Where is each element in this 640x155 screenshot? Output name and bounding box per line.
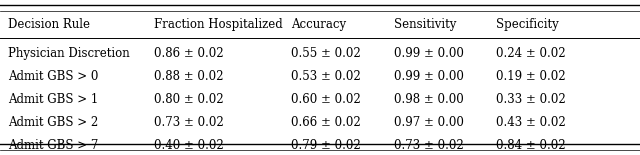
Text: Sensitivity: Sensitivity <box>394 18 456 31</box>
Text: 0.40 ± 0.02: 0.40 ± 0.02 <box>154 139 223 152</box>
Text: 0.43 ± 0.02: 0.43 ± 0.02 <box>496 116 566 129</box>
Text: 0.99 ± 0.00: 0.99 ± 0.00 <box>394 70 463 83</box>
Text: 0.73 ± 0.02: 0.73 ± 0.02 <box>154 116 223 129</box>
Text: Admit GBS > 7: Admit GBS > 7 <box>8 139 98 152</box>
Text: 0.55 ± 0.02: 0.55 ± 0.02 <box>291 47 361 60</box>
Text: Admit GBS > 2: Admit GBS > 2 <box>8 116 98 129</box>
Text: Accuracy: Accuracy <box>291 18 346 31</box>
Text: Fraction Hospitalized: Fraction Hospitalized <box>154 18 282 31</box>
Text: 0.99 ± 0.00: 0.99 ± 0.00 <box>394 47 463 60</box>
Text: 0.73 ± 0.02: 0.73 ± 0.02 <box>394 139 463 152</box>
Text: 0.84 ± 0.02: 0.84 ± 0.02 <box>496 139 566 152</box>
Text: Specificity: Specificity <box>496 18 559 31</box>
Text: 0.53 ± 0.02: 0.53 ± 0.02 <box>291 70 361 83</box>
Text: 0.80 ± 0.02: 0.80 ± 0.02 <box>154 93 223 106</box>
Text: 0.97 ± 0.00: 0.97 ± 0.00 <box>394 116 463 129</box>
Text: Decision Rule: Decision Rule <box>8 18 90 31</box>
Text: Admit GBS > 0: Admit GBS > 0 <box>8 70 98 83</box>
Text: 0.79 ± 0.02: 0.79 ± 0.02 <box>291 139 361 152</box>
Text: 0.66 ± 0.02: 0.66 ± 0.02 <box>291 116 361 129</box>
Text: Admit GBS > 1: Admit GBS > 1 <box>8 93 98 106</box>
Text: 0.86 ± 0.02: 0.86 ± 0.02 <box>154 47 223 60</box>
Text: 0.19 ± 0.02: 0.19 ± 0.02 <box>496 70 566 83</box>
Text: 0.98 ± 0.00: 0.98 ± 0.00 <box>394 93 463 106</box>
Text: 0.24 ± 0.02: 0.24 ± 0.02 <box>496 47 566 60</box>
Text: 0.60 ± 0.02: 0.60 ± 0.02 <box>291 93 361 106</box>
Text: 0.88 ± 0.02: 0.88 ± 0.02 <box>154 70 223 83</box>
Text: Physician Discretion: Physician Discretion <box>8 47 129 60</box>
Text: 0.33 ± 0.02: 0.33 ± 0.02 <box>496 93 566 106</box>
